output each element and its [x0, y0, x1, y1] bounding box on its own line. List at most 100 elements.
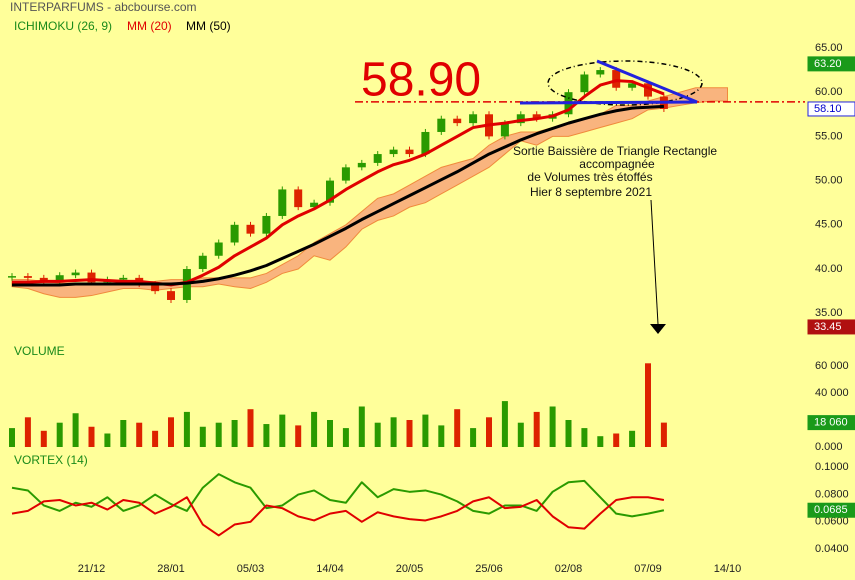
candle [246, 224, 255, 234]
volume-bar [152, 430, 159, 447]
x-tick-label: 02/08 [555, 563, 583, 575]
candle [516, 114, 525, 124]
annotation-text: Sortie Baissière de Triangle Rectangle [513, 144, 717, 158]
candle [23, 276, 32, 278]
volume-bar [486, 417, 492, 447]
volume-bar [40, 430, 47, 447]
value-tag-label: 33.45 [814, 321, 842, 333]
candle [341, 167, 350, 181]
candle [373, 154, 382, 163]
value-tag-label: 18 060 [814, 417, 848, 429]
x-tick-label: 20/05 [396, 563, 424, 575]
volume-bar [247, 409, 254, 447]
candle [119, 277, 128, 280]
volume-bar [136, 422, 143, 447]
value-tag [807, 56, 855, 72]
value-tag [807, 319, 855, 335]
volume-bar [327, 420, 333, 447]
value-tag [807, 502, 855, 518]
value-tag [807, 101, 855, 117]
value-tag-label: 63.20 [814, 58, 842, 70]
volume-bar [517, 422, 524, 447]
y-tick-label: 0.1000 [815, 461, 849, 473]
candle [421, 131, 430, 155]
candle [580, 74, 589, 93]
chart-title: INTERPARFUMS - abcbourse.com [10, 0, 197, 14]
y-tick-label: 60 000 [815, 360, 849, 372]
volume-bar [374, 422, 381, 447]
x-tick-label: 21/12 [78, 563, 106, 575]
resistance-label: 58.90 [361, 54, 481, 107]
volume-bar [533, 411, 540, 447]
arrow-line [650, 199, 659, 325]
candle [357, 162, 366, 168]
candle [405, 149, 414, 155]
candle [532, 114, 541, 119]
candle [453, 118, 462, 124]
x-tick-label: 07/09 [634, 563, 662, 575]
candle [326, 180, 334, 203]
value-tag-label: 58.10 [814, 103, 842, 115]
volume-bar [406, 420, 413, 447]
volume-bar [501, 401, 508, 447]
candle [55, 275, 64, 281]
candle [389, 149, 398, 155]
panel-title: VORTEX (14) [14, 453, 88, 467]
candle [230, 224, 239, 243]
annotation-text: de Volumes très étoffés [527, 170, 652, 184]
volume-bar [565, 420, 572, 447]
y-tick-label: 35.00 [815, 307, 843, 319]
volume-bar [613, 433, 620, 447]
highlight-ellipse [547, 60, 703, 106]
candle [437, 118, 446, 132]
annotation-text: accompagnée [579, 157, 655, 171]
candle [628, 83, 637, 88]
y-tick-label: 0.000 [815, 441, 843, 453]
candle [198, 255, 207, 270]
volume-bar [581, 428, 588, 447]
candle [167, 291, 175, 300]
triangle-base [519, 100, 698, 105]
candle [39, 277, 48, 281]
volume-bar [597, 436, 604, 447]
y-tick-label: 40 000 [815, 387, 849, 399]
y-tick-label: 65.00 [815, 42, 843, 54]
volume-bar [24, 417, 31, 447]
y-tick-label: 0.0800 [815, 488, 849, 500]
moving-average [12, 79, 665, 287]
candle [8, 276, 16, 278]
candle [262, 215, 271, 234]
candle [151, 284, 160, 292]
volume-bar [279, 414, 286, 447]
volume-bar [168, 417, 174, 447]
volume-bar [263, 424, 270, 447]
x-tick-label: 28/01 [157, 563, 185, 575]
volume-bar [438, 425, 445, 447]
volume-bar [88, 426, 95, 447]
volume-bar [56, 422, 63, 447]
legend-mm50: MM (50) [186, 19, 231, 33]
candle [469, 114, 478, 124]
volume-bar [470, 428, 477, 447]
vortex-line [11, 496, 665, 537]
candle [644, 83, 652, 97]
candle [214, 242, 223, 256]
volume-bar [9, 428, 15, 447]
moving-average [12, 104, 664, 287]
y-tick-label: 45.00 [815, 219, 843, 231]
y-tick-label: 55.00 [815, 130, 843, 142]
volume-bar [342, 428, 349, 447]
triangle-side [596, 59, 698, 104]
candle [71, 272, 80, 276]
x-tick-label: 14/04 [316, 563, 344, 575]
volume-bar [199, 426, 206, 447]
value-tag-label: 0.0685 [814, 504, 848, 516]
volume-bar [358, 406, 365, 447]
volume-bar [104, 433, 111, 447]
volume-bar [183, 411, 190, 447]
volume-bar [215, 422, 222, 447]
x-tick-label: 14/10 [714, 563, 742, 575]
volume-bar [660, 422, 667, 447]
y-tick-label: 40.00 [815, 263, 843, 275]
